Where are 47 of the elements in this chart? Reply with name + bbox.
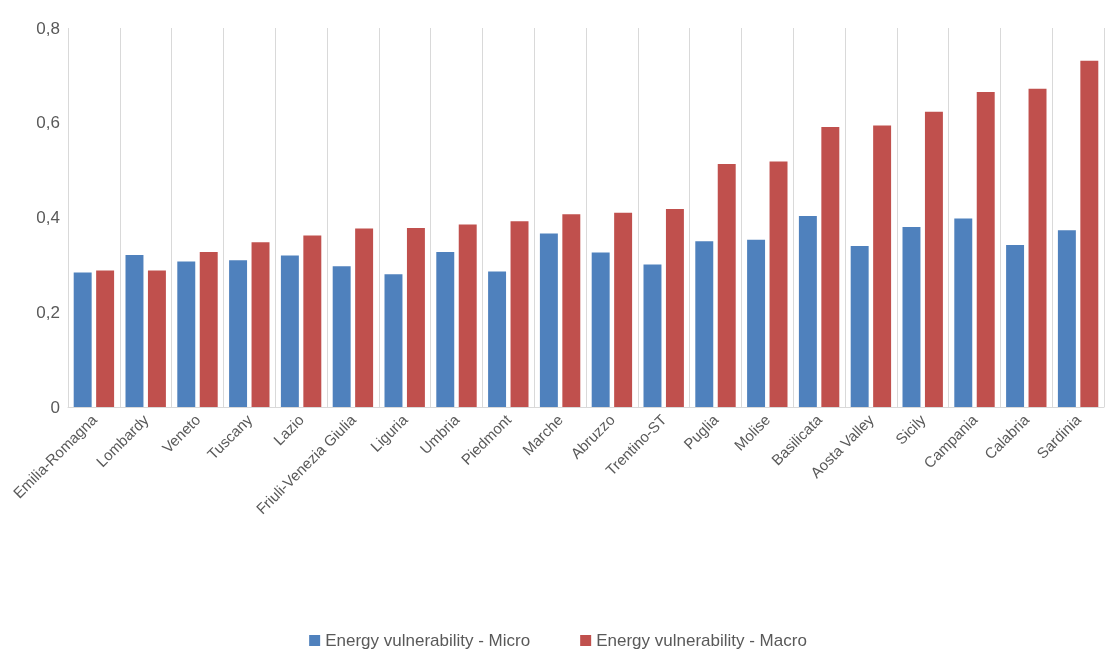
bar [643,264,662,407]
bar [384,274,403,407]
bar [850,245,869,407]
bar [976,91,995,407]
bar [147,270,166,407]
bar [769,161,788,407]
bar [1028,88,1047,407]
bar [199,252,218,407]
y-tick-label: 0,4 [36,208,60,227]
bar [73,272,92,407]
bar [355,228,374,407]
bar [1057,230,1076,407]
bar [96,270,115,407]
bar [436,252,455,407]
bar [406,227,425,407]
bar [280,255,299,407]
bar [902,226,921,407]
legend-label: Energy vulnerability - Macro [596,631,807,650]
y-tick-label: 0,2 [36,302,60,322]
bar [510,221,529,407]
bar [747,239,766,407]
bar [591,252,610,407]
bar [798,216,817,407]
bar [1006,244,1025,407]
y-tick-label: 0 [50,397,60,417]
bar [332,266,351,407]
bar [488,271,507,407]
bar [614,212,633,407]
bar [821,127,840,407]
bar [125,254,144,407]
bar [229,260,248,407]
bar [177,261,196,407]
bar [954,218,973,407]
bar [1080,60,1099,407]
legend-label: Energy vulnerability - Micro [325,631,531,650]
bar [458,224,477,407]
bar [665,208,684,407]
bar [924,111,943,407]
bar [695,241,714,407]
y-tick-label: 0,6 [36,113,60,133]
bar [717,163,736,407]
bar [539,233,558,407]
bar [251,242,270,407]
bar [303,235,322,407]
bar [562,214,581,407]
y-tick-label: 0,8 [36,18,60,38]
bar [873,125,892,407]
